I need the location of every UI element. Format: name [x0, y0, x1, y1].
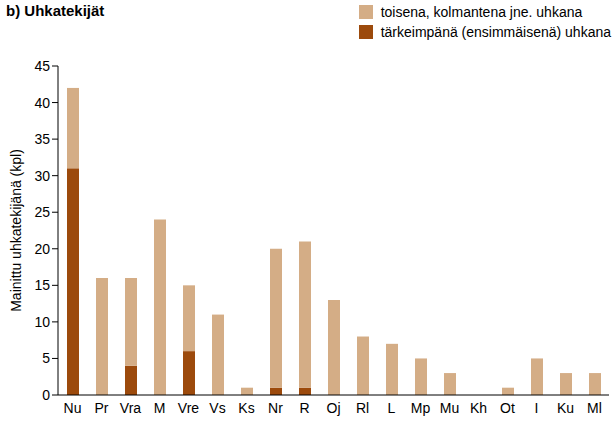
svg-text:25: 25: [34, 204, 50, 220]
html-text:tärkeimpänä (ensimmäisenä) uhk: tärkeimpänä (ensimmäisenä) uhkana: [380, 24, 611, 40]
svg-text:Pr: Pr: [95, 400, 109, 416]
html-text:b) Uhkatekijät: b) Uhkatekijät: [6, 2, 105, 19]
svg-text:0: 0: [42, 387, 50, 403]
svg-text:Rl: Rl: [356, 400, 369, 416]
svg-text:Nu: Nu: [64, 400, 82, 416]
svg-text:Ot: Ot: [500, 400, 515, 416]
svg-text:Kh: Kh: [470, 400, 487, 416]
svg-text:I: I: [535, 400, 539, 416]
svg-text:Mu: Mu: [440, 400, 459, 416]
svg-text:R: R: [299, 400, 309, 416]
svg-text:35: 35: [34, 131, 50, 147]
svg-text:40: 40: [34, 95, 50, 111]
svg-text:Oj: Oj: [327, 400, 341, 416]
svg-text:Nr: Nr: [268, 400, 283, 416]
svg-text:L: L: [388, 400, 396, 416]
svg-text:10: 10: [34, 314, 50, 330]
svg-text:Mainittu uhkatekijänä (kpl): Mainittu uhkatekijänä (kpl): [8, 149, 24, 312]
svg-text:M: M: [154, 400, 166, 416]
svg-text:20: 20: [34, 241, 50, 257]
svg-text:Vre: Vre: [178, 400, 199, 416]
svg-text:Vs: Vs: [209, 400, 225, 416]
html-text:toisena, kolmantena jne. uhkan: toisena, kolmantena jne. uhkana: [380, 4, 583, 20]
svg-text:Ml: Ml: [587, 400, 602, 416]
svg-text:5: 5: [42, 350, 50, 366]
svg-text:15: 15: [34, 277, 50, 293]
svg-text:Vra: Vra: [120, 400, 141, 416]
svg-text:Mp: Mp: [411, 400, 431, 416]
svg-text:45: 45: [34, 58, 50, 74]
svg-text:30: 30: [34, 168, 50, 184]
svg-text:Ks: Ks: [238, 400, 254, 416]
svg-text:Ku: Ku: [557, 400, 574, 416]
